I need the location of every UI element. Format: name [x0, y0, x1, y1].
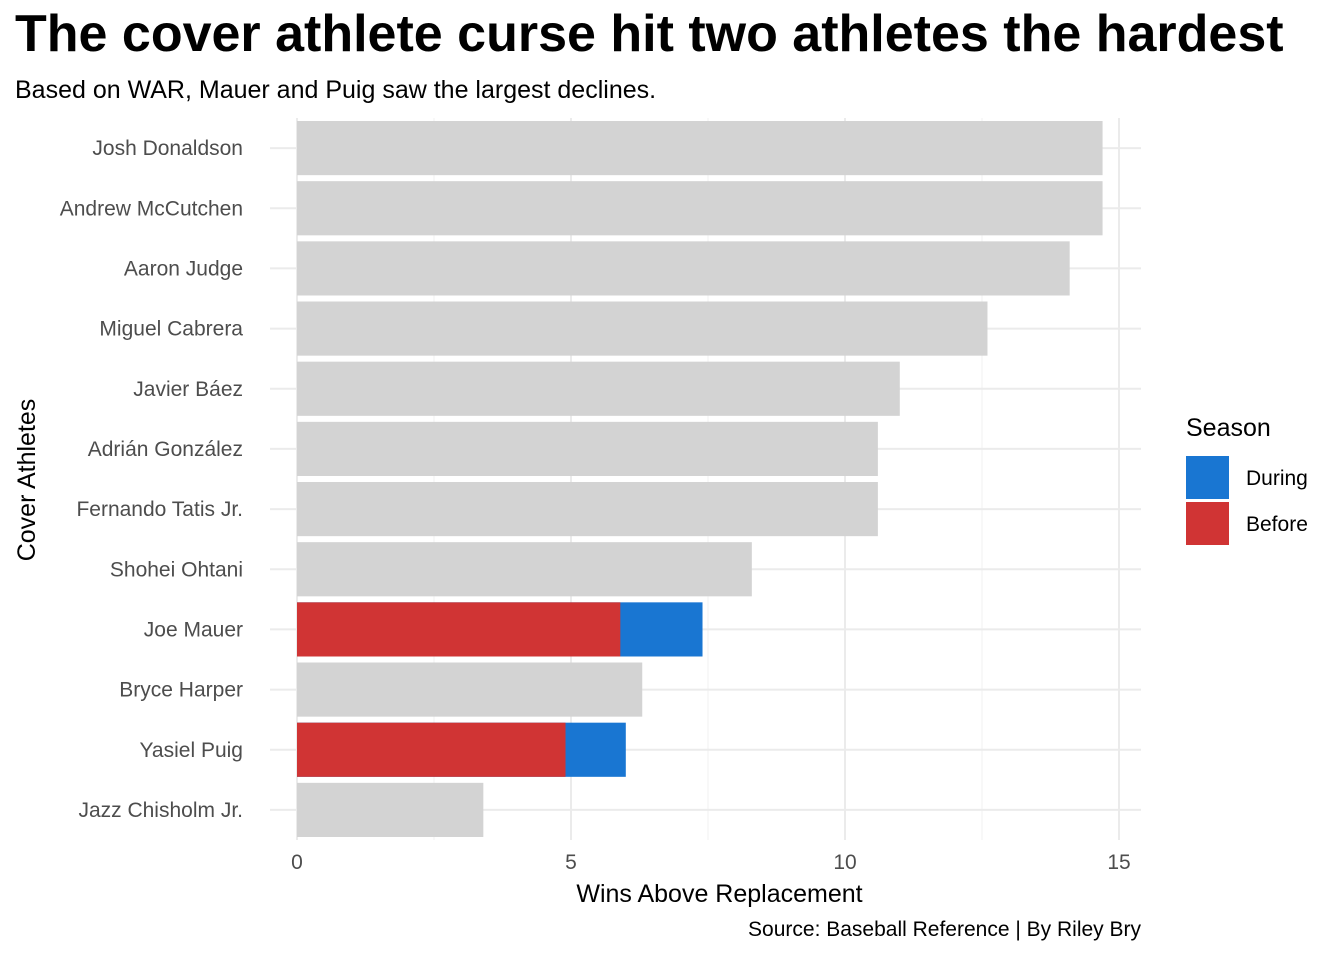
- y-axis-title: Cover Athletes: [13, 399, 41, 562]
- bar: [297, 421, 878, 476]
- chart-title: The cover athlete curse hit two athletes…: [15, 5, 1284, 63]
- bar: [297, 662, 643, 717]
- bar: [297, 241, 1070, 296]
- bar: [297, 482, 878, 537]
- legend-key-during: [1186, 456, 1229, 499]
- bar-before: [297, 722, 566, 777]
- y-tick-label: Joe Mauer: [144, 618, 243, 641]
- bar: [297, 181, 1103, 236]
- y-tick-label: Bryce Harper: [119, 679, 243, 702]
- bar: [297, 542, 752, 597]
- y-tick-label: Adrián González: [88, 438, 243, 461]
- y-tick-label: Miguel Cabrera: [99, 318, 243, 341]
- legend-key-before: [1186, 502, 1229, 545]
- y-tick-label: Aaron Judge: [124, 257, 243, 280]
- bar: [297, 782, 484, 837]
- bar-before: [297, 602, 621, 657]
- y-tick-label: Shohei Ohtani: [110, 558, 243, 581]
- legend-label: Before: [1246, 513, 1308, 536]
- x-axis-title: Wins Above Replacement: [576, 880, 862, 908]
- x-tick-label: 0: [291, 851, 303, 874]
- x-tick-label: 5: [565, 851, 577, 874]
- y-tick-label: Fernando Tatis Jr.: [76, 498, 243, 521]
- bar: [297, 121, 1103, 176]
- bar: [297, 301, 988, 356]
- y-tick-label: Josh Donaldson: [92, 137, 243, 160]
- bars: [297, 121, 1103, 837]
- x-tick-labels: 0 5 10 15: [291, 851, 1131, 874]
- y-tick-labels: Josh Donaldson Andrew McCutchen Aaron Judg…: [60, 137, 244, 822]
- chart-subtitle: Based on WAR, Mauer and Puig saw the lar…: [15, 76, 657, 104]
- bar: [297, 361, 900, 416]
- x-tick-label: 15: [1107, 851, 1130, 874]
- y-tick-label: Yasiel Puig: [139, 739, 243, 762]
- y-tick-label: Andrew McCutchen: [60, 197, 243, 220]
- chart-caption: Source: Baseball Reference | By Riley Br…: [748, 918, 1141, 941]
- legend-label: During: [1246, 467, 1308, 490]
- legend: Season During Before: [1186, 414, 1308, 545]
- y-tick-label: Javier Báez: [133, 378, 243, 401]
- y-tick-label: Jazz Chisholm Jr.: [78, 799, 243, 822]
- legend-title: Season: [1186, 414, 1271, 442]
- x-tick-label: 10: [833, 851, 856, 874]
